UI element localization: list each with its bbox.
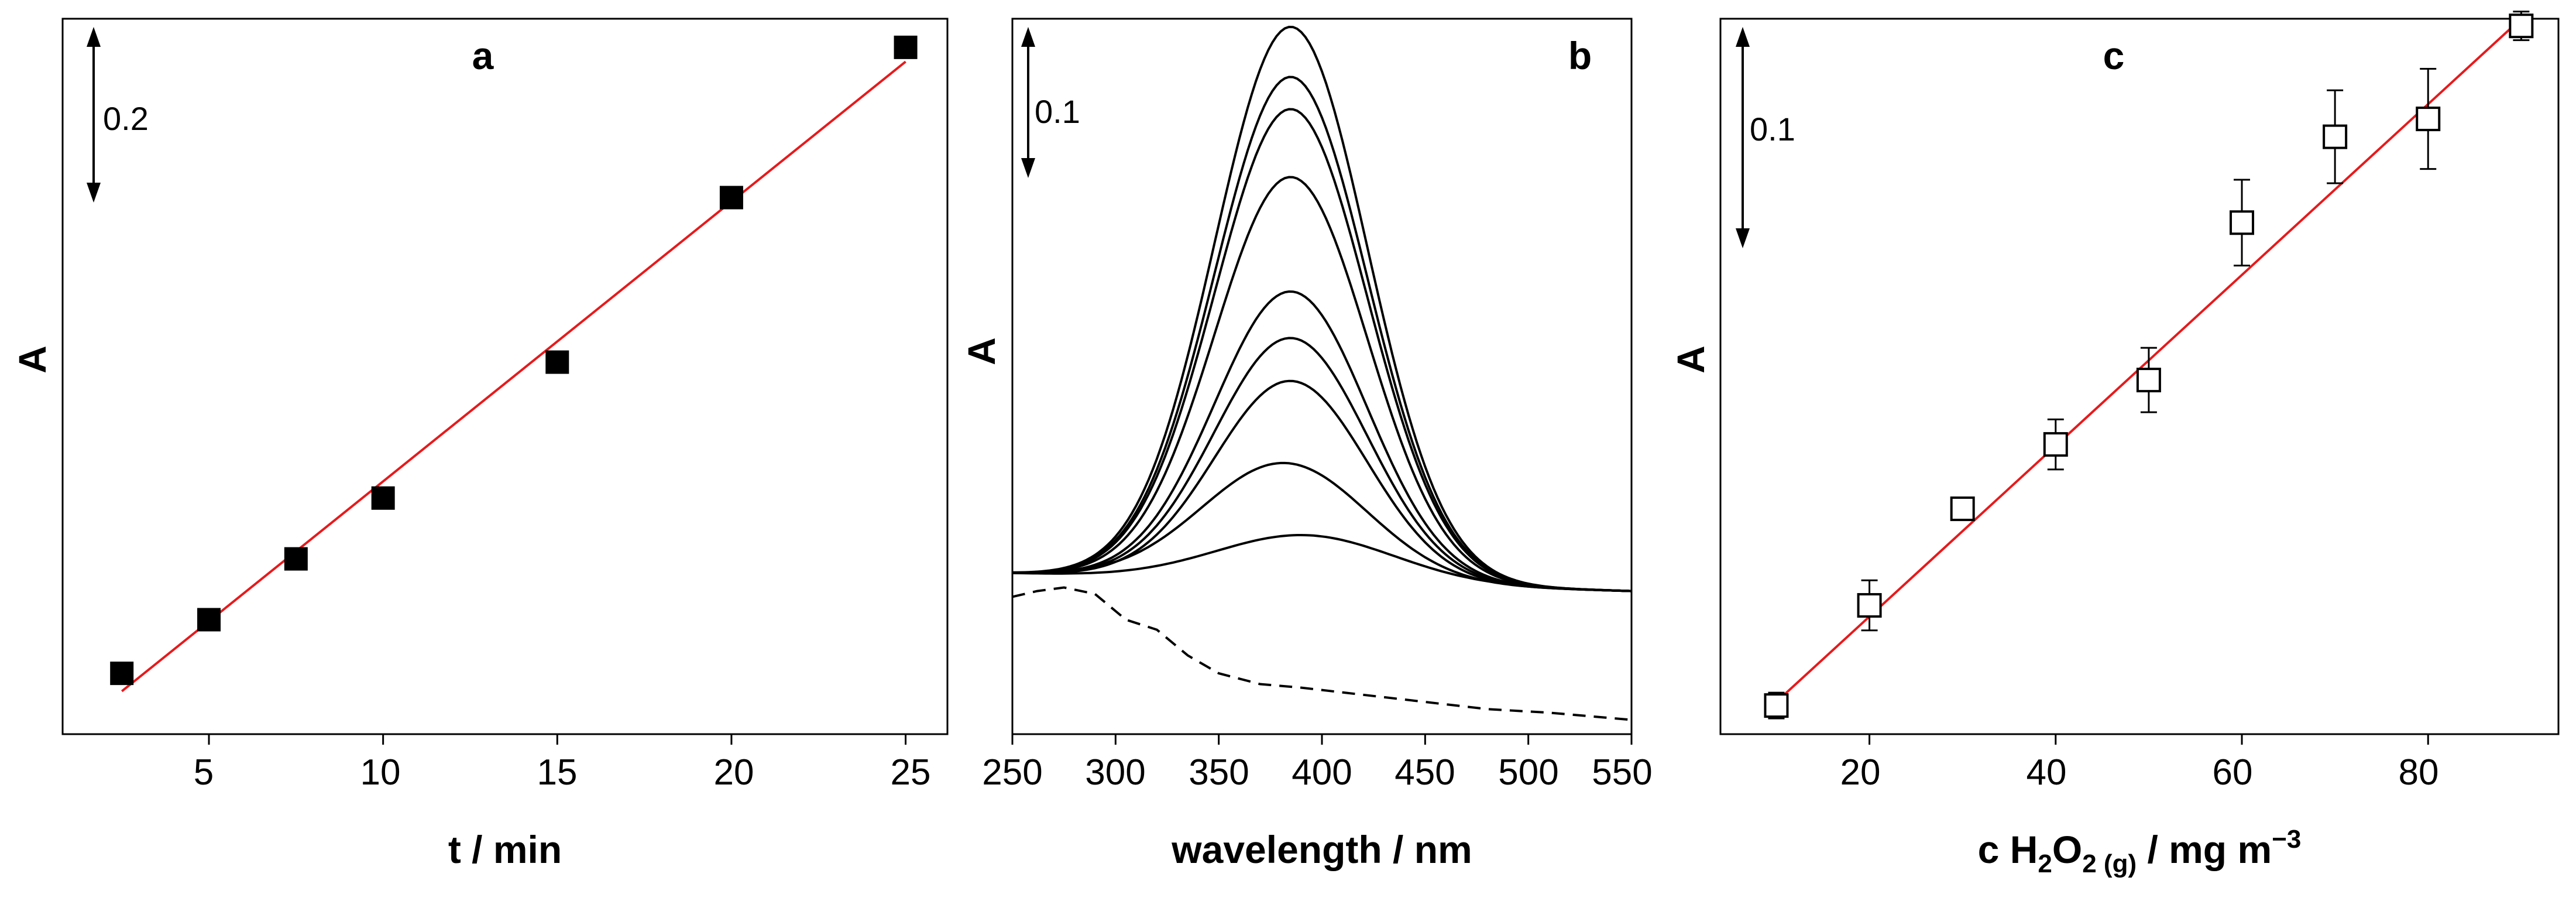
panel-a-xtick-label: 15 bbox=[537, 752, 578, 793]
panel-c-scale-label: 0.1 bbox=[1750, 111, 1795, 148]
panel-c-data-point bbox=[2230, 210, 2255, 235]
panel-c-data-point bbox=[2416, 107, 2441, 132]
panel-c-y-axis-title: A bbox=[1669, 345, 1712, 374]
panel-c-x-axis-title: c H2O2 (g) / mg m−3 bbox=[1978, 825, 2302, 878]
panel-c-xlabel-mid: O bbox=[2052, 828, 2082, 871]
panel-c-xtick-label: 60 bbox=[2213, 752, 2253, 793]
panel-a-plot-frame bbox=[61, 18, 949, 735]
panel-b-xtick-label: 550 bbox=[1592, 752, 1652, 793]
panel-a-xtick-label: 5 bbox=[194, 752, 214, 793]
panel-a-scale-label: 0.2 bbox=[103, 100, 149, 137]
panel-b-spectrum-line bbox=[1012, 108, 1632, 592]
panel-a-fit-line bbox=[121, 60, 906, 693]
panel-a-xtick-label: 20 bbox=[714, 752, 754, 793]
panel-c-data-point bbox=[1950, 496, 1975, 522]
panel-a-data-point bbox=[545, 350, 569, 374]
panel-c-data-point bbox=[1857, 593, 1882, 618]
panel-b-scale-label: 0.1 bbox=[1035, 93, 1080, 130]
panel-b-spectrum-line bbox=[1012, 25, 1632, 592]
panel-c-ticks bbox=[1869, 734, 2429, 745]
panel-a-data-point bbox=[284, 547, 308, 571]
panel-c-data-point bbox=[2509, 13, 2534, 39]
panel-c-plot-frame bbox=[1719, 18, 2560, 735]
panel-c-data bbox=[1764, 11, 2534, 720]
panel-a: 5 10 15 20 25 t / min A a 0.2 bbox=[11, 18, 949, 871]
panel-b: 250 300 350 400 450 500 550 wavelength /… bbox=[960, 18, 1653, 871]
panel-b-y-axis-title: A bbox=[960, 337, 1003, 365]
panel-c-data-point bbox=[2043, 432, 2068, 457]
panel-a-data bbox=[110, 35, 918, 693]
panel-b-tick-labels: 250 300 350 400 450 500 550 bbox=[982, 752, 1652, 793]
panel-b-xtick-label: 300 bbox=[1085, 752, 1145, 793]
panel-a-scale-bar bbox=[87, 27, 101, 203]
panel-b-xtick-label: 500 bbox=[1498, 752, 1558, 793]
panel-c-xlabel-sub2: 2 (g) bbox=[2082, 849, 2137, 878]
panel-c-scale-bar bbox=[1736, 27, 1750, 248]
panel-c-letter: c bbox=[2103, 34, 2125, 77]
panel-b-spectrum-line bbox=[1012, 76, 1632, 592]
panel-c-xlabel-sub1: 2 bbox=[2038, 849, 2052, 878]
panel-c-data-point bbox=[2323, 124, 2348, 149]
panel-c-data-point bbox=[2136, 368, 2161, 393]
panel-b-scale-bar bbox=[1021, 27, 1035, 178]
panel-a-xtick-label: 25 bbox=[891, 752, 931, 793]
panel-a-data-point bbox=[197, 608, 221, 632]
panel-a-letter: a bbox=[472, 34, 494, 77]
panel-c-xlabel-tail: / mg m bbox=[2137, 828, 2272, 871]
panel-b-xtick-label: 250 bbox=[982, 752, 1042, 793]
panel-b-xtick-label: 450 bbox=[1395, 752, 1455, 793]
panel-c: 20 40 60 80 c H2O2 (g) / mg m−3 A c 0.1 bbox=[1669, 11, 2560, 878]
panel-a-data-point bbox=[110, 662, 134, 686]
panel-c-xtick-label: 20 bbox=[1840, 752, 1881, 793]
panel-a-ticks bbox=[208, 734, 907, 745]
panel-c-xlabel-main: c H bbox=[1978, 828, 2038, 871]
panel-a-data-point bbox=[371, 486, 395, 510]
panel-b-reference-dashed-line bbox=[1012, 586, 1632, 721]
panel-c-tick-labels: 20 40 60 80 bbox=[1840, 752, 2439, 793]
panel-c-xlabel-sup: −3 bbox=[2272, 825, 2301, 854]
panel-a-y-axis-title: A bbox=[11, 345, 54, 374]
panel-b-xtick-label: 400 bbox=[1292, 752, 1352, 793]
panel-b-spectrum-line bbox=[1012, 176, 1632, 592]
panel-a-data-point bbox=[719, 186, 743, 210]
panel-b-spectrum-line bbox=[1012, 534, 1632, 592]
panel-b-xtick-label: 350 bbox=[1189, 752, 1249, 793]
panel-b-data bbox=[1012, 25, 1632, 721]
panel-a-data-point bbox=[894, 35, 918, 59]
panel-b-x-axis-title: wavelength / nm bbox=[1171, 828, 1472, 871]
panel-b-ticks bbox=[1011, 734, 1633, 745]
panel-b-letter: b bbox=[1568, 34, 1592, 77]
panel-a-x-axis-title: t / min bbox=[448, 828, 562, 871]
panel-b-plot-frame bbox=[1011, 18, 1633, 735]
panel-c-data-point bbox=[1764, 693, 1789, 718]
panel-b-spectrum-line bbox=[1012, 337, 1632, 592]
panel-a-tick-labels: 5 10 15 20 25 bbox=[194, 752, 931, 793]
panel-c-xtick-label: 40 bbox=[2027, 752, 2067, 793]
panel-c-xtick-label: 80 bbox=[2399, 752, 2439, 793]
panel-a-xtick-label: 10 bbox=[360, 752, 401, 793]
